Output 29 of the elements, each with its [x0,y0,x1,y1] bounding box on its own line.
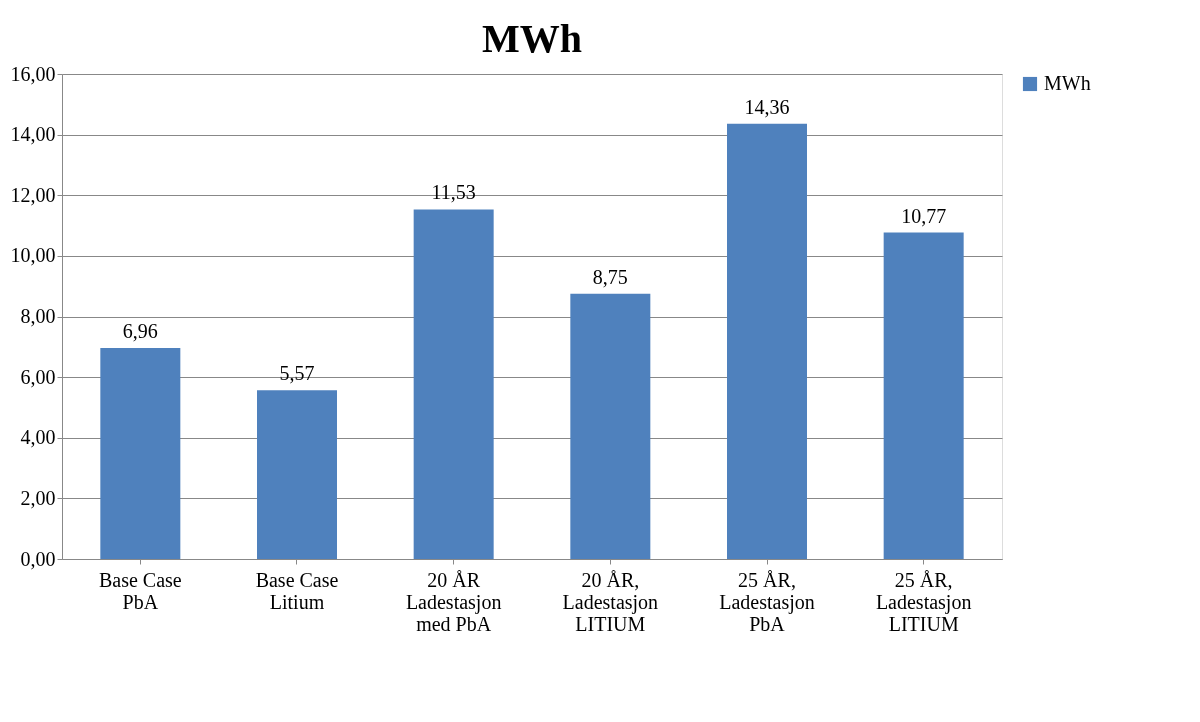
x-tick-label: 25 ÅR, Ladestasjon LITIUM [875,568,972,635]
y-tick-label: 12,00 [10,183,56,206]
x-tick-label: 25 ÅR, Ladestasjon PbA [719,568,815,635]
bar [883,232,964,559]
x-tick-label: Base Case PbA [98,568,182,613]
bar [570,293,651,559]
y-tick-label: 8,00 [20,305,56,327]
data-label: 10,77 [901,204,947,227]
x-tick-label: 20 ÅR, Ladestasjon LITIUM [562,568,659,635]
y-tick-label: 14,00 [10,123,56,146]
y-tick-label: 6,00 [20,365,56,388]
data-label: 11,53 [431,181,476,204]
bar [257,390,337,559]
bar [413,209,494,559]
data-label: 6,96 [122,320,158,343]
data-label: 8,75 [592,265,628,288]
bar [100,348,181,559]
y-tick-label: 4,00 [20,426,56,449]
y-tick-label: 16,00 [10,62,56,85]
chart-title: MWh [482,16,582,61]
bar [727,123,807,559]
legend-label: MWh [1044,72,1091,94]
y-tick-label: 10,00 [10,244,56,267]
data-label: 14,36 [744,95,790,118]
y-tick-label: 2,00 [20,486,56,509]
y-tick-label: 0,00 [20,547,56,570]
x-tick-label: 20 ÅR Ladestasjon med PbA [405,568,502,635]
data-label: 5,57 [279,362,315,385]
x-tick-label: Base Case Litium [255,568,339,613]
